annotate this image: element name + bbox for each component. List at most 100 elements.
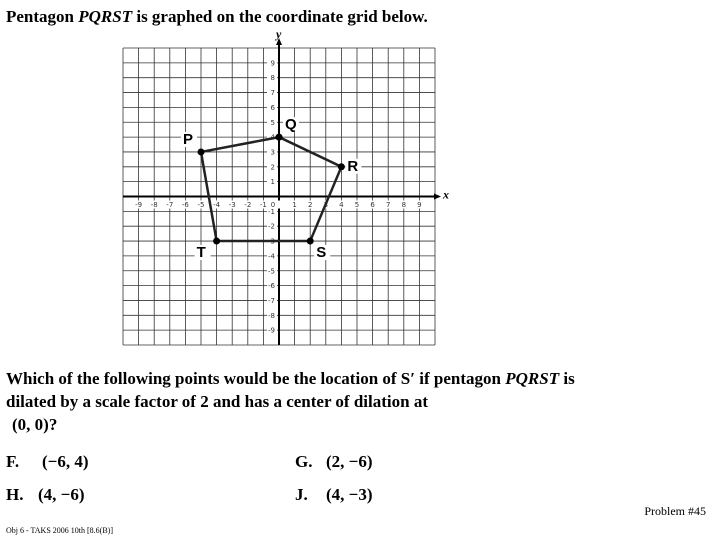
y-tick-label: -7: [268, 297, 275, 305]
vertex-label: Q: [285, 116, 297, 133]
tick-bg: [267, 326, 277, 335]
title-text: PQRST: [77, 7, 132, 26]
y-tick-label: 6: [271, 104, 276, 112]
coordinate-grid: xy-9 -8 -7 -6 -5 -4 -3 -2 -1 0 1 2 3 4 5 6 7 8 9-9-8-7-6-5…: [122, 27, 449, 346]
choice-letter: G.: [295, 452, 312, 471]
tick-bg: [267, 207, 277, 216]
y-tick-label: 8: [271, 74, 275, 82]
x-tick-label: 1: [292, 201, 296, 209]
tick-bg: [267, 177, 277, 186]
pentagon: [199, 135, 344, 243]
x-tick-label: -1: [260, 201, 267, 209]
tick-bg: [180, 200, 191, 209]
source-note: Obj 6 - TAKS 2006 10th [8.6(B)]: [6, 526, 113, 535]
label-bg: [181, 131, 197, 147]
y-tick-label: 1: [271, 178, 275, 186]
y-tick-label: -2: [268, 223, 275, 231]
vertex-label: S: [316, 244, 326, 261]
x-tick-label: -5: [198, 201, 205, 209]
y-axis-label: y: [274, 27, 282, 41]
tick-bg: [267, 133, 277, 142]
x-tick-label: 0: [271, 201, 275, 209]
tick-bg: [274, 200, 284, 209]
choice-letter: F.: [6, 452, 19, 471]
axis-arrow: [434, 193, 441, 200]
y-tick-label: -1: [268, 208, 275, 216]
tick-bg: [267, 88, 277, 97]
tick-bg: [305, 200, 316, 209]
vertex: [275, 133, 283, 141]
choice-answer: (4, −3): [326, 485, 373, 504]
vertex-label: P: [183, 131, 193, 148]
tick-bg: [289, 200, 300, 209]
question-line: dilated by a scale factor of 2 and has a…: [6, 392, 428, 411]
question-line: (0, 0)?: [12, 415, 57, 434]
question-line: Which of the following points would be t…: [6, 369, 575, 388]
tick-bg: [267, 222, 277, 231]
tick-bg: [267, 281, 277, 290]
tick-bg: [267, 58, 277, 67]
tick-bg: [133, 200, 144, 209]
tick-bg: [227, 200, 238, 209]
tick-bg: [267, 118, 277, 127]
y-tick-label: -4: [268, 252, 276, 260]
problem-number: Problem #45: [644, 504, 706, 518]
vertex: [213, 237, 221, 245]
tick-bg: [383, 200, 394, 209]
x-tick-label: -9: [135, 201, 142, 209]
y-tick-label: 2: [271, 163, 275, 171]
label-bg: [314, 245, 331, 261]
x-tick-label: 7: [386, 201, 390, 209]
x-tick-label: 2: [308, 201, 312, 209]
y-tick-label: -9: [268, 327, 275, 335]
tick-bg: [267, 147, 277, 156]
y-tick-label: 3: [271, 148, 275, 156]
tick-bg: [414, 200, 425, 209]
label-bg: [194, 245, 211, 261]
tick-bg: [196, 200, 206, 209]
y-tick-label: 5: [271, 119, 275, 127]
tick-bg: [164, 200, 175, 209]
tick-bg: [149, 200, 160, 209]
tick-bg: [267, 162, 277, 171]
choice-letter: H.: [6, 485, 23, 504]
tick-bg: [336, 200, 347, 209]
x-tick-label: -8: [151, 201, 158, 209]
x-tick-label: 6: [370, 201, 375, 209]
tick-bg: [352, 200, 362, 209]
tick-bg: [267, 251, 277, 260]
tick-bg: [258, 200, 269, 209]
choice-answer: (4, −6): [38, 485, 85, 504]
y-tick-label: -5: [268, 267, 275, 275]
y-tick-label: 9: [271, 59, 275, 67]
tick-bg: [267, 266, 277, 275]
x-axis-label: x: [442, 188, 449, 202]
choice-letter: J.: [295, 485, 308, 504]
y-tick-label: 7: [271, 89, 275, 97]
tick-bg: [267, 73, 277, 82]
x-tick-label: -6: [182, 201, 190, 209]
tick-bg: [367, 200, 378, 209]
x-tick-label: -2: [244, 201, 251, 209]
question-text: Which of the following points would be t…: [6, 369, 505, 388]
title-text: Pentagon: [6, 7, 78, 26]
x-tick-label: 9: [417, 201, 421, 209]
tick-bg: [267, 103, 277, 112]
label-bg: [283, 117, 299, 133]
x-tick-label: 4: [339, 201, 344, 209]
x-tick-label: 5: [355, 201, 359, 209]
vertex-label: R: [347, 158, 358, 175]
choice-answer: (2, −6): [326, 452, 373, 471]
tick-bg: [242, 200, 253, 209]
tick-bg: [211, 200, 222, 209]
y-tick-label: -6: [268, 282, 276, 290]
tick-bg: [267, 296, 277, 305]
label-bg: [345, 158, 362, 174]
x-tick-label: -7: [166, 201, 173, 209]
vertex: [337, 163, 345, 171]
x-tick-label: -3: [229, 201, 236, 209]
question-text: PQRST: [504, 369, 559, 388]
question-text: is: [559, 369, 575, 388]
choice-answer: (−6, 4): [42, 452, 89, 471]
